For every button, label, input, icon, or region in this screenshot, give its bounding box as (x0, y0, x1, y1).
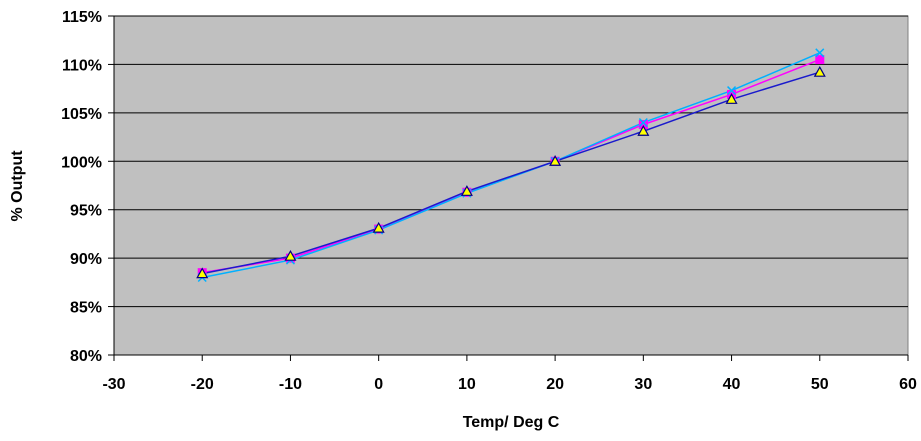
data-point-triangle (725, 93, 738, 104)
x-axis-title: Temp/ Deg C (463, 414, 560, 431)
x-tick-label: 10 (458, 376, 476, 393)
data-point-x (727, 86, 737, 96)
x-tick-label: -30 (102, 376, 125, 393)
x-tick-label: -10 (279, 376, 302, 393)
y-tick-label: 105% (61, 106, 102, 123)
x-tick-label: 20 (546, 376, 564, 393)
y-tick-label: 90% (70, 251, 102, 268)
series-lines (202, 52, 821, 279)
series-line-3 (202, 71, 820, 275)
y-tick-label: 95% (70, 203, 102, 220)
x-tick-label: 30 (634, 376, 652, 393)
data-point-triangle (196, 267, 209, 279)
x-tick-label: 60 (899, 376, 917, 393)
x-tick-label: 50 (811, 376, 829, 393)
y-axis-title: % Output (9, 150, 26, 222)
data-point-triangle (460, 185, 473, 196)
data-point-triangle (813, 65, 826, 77)
gridlines (114, 15, 908, 308)
data-point-triangle (637, 125, 650, 136)
x-tick-label: 40 (723, 376, 741, 393)
data-point-square (815, 55, 825, 65)
data-point-x (638, 118, 648, 128)
axes (108, 15, 909, 361)
y-tick-label: 80% (70, 348, 102, 365)
plot-area (113, 15, 909, 356)
y-tick-label: 100% (61, 154, 102, 171)
data-point-triangle (372, 221, 385, 233)
y-tick-label: 85% (70, 300, 102, 317)
x-tick-labels: -30 -20 -10 0 10 20 30 40 50 60 (102, 376, 917, 393)
x-tick-label: 0 (374, 376, 383, 393)
data-point-triangle (284, 249, 297, 261)
x-tick-label: -20 (191, 376, 214, 393)
data-point-triangle (549, 155, 562, 166)
y-tick-label: 110% (62, 57, 102, 74)
data-point-x (815, 48, 825, 58)
y-tick-label: 115% (62, 9, 102, 26)
series-line-2 (202, 52, 821, 279)
series-markers (196, 48, 826, 283)
y-tick-labels: 80% 85% 90% 95% 100% 105% 110% 115% (61, 9, 102, 365)
